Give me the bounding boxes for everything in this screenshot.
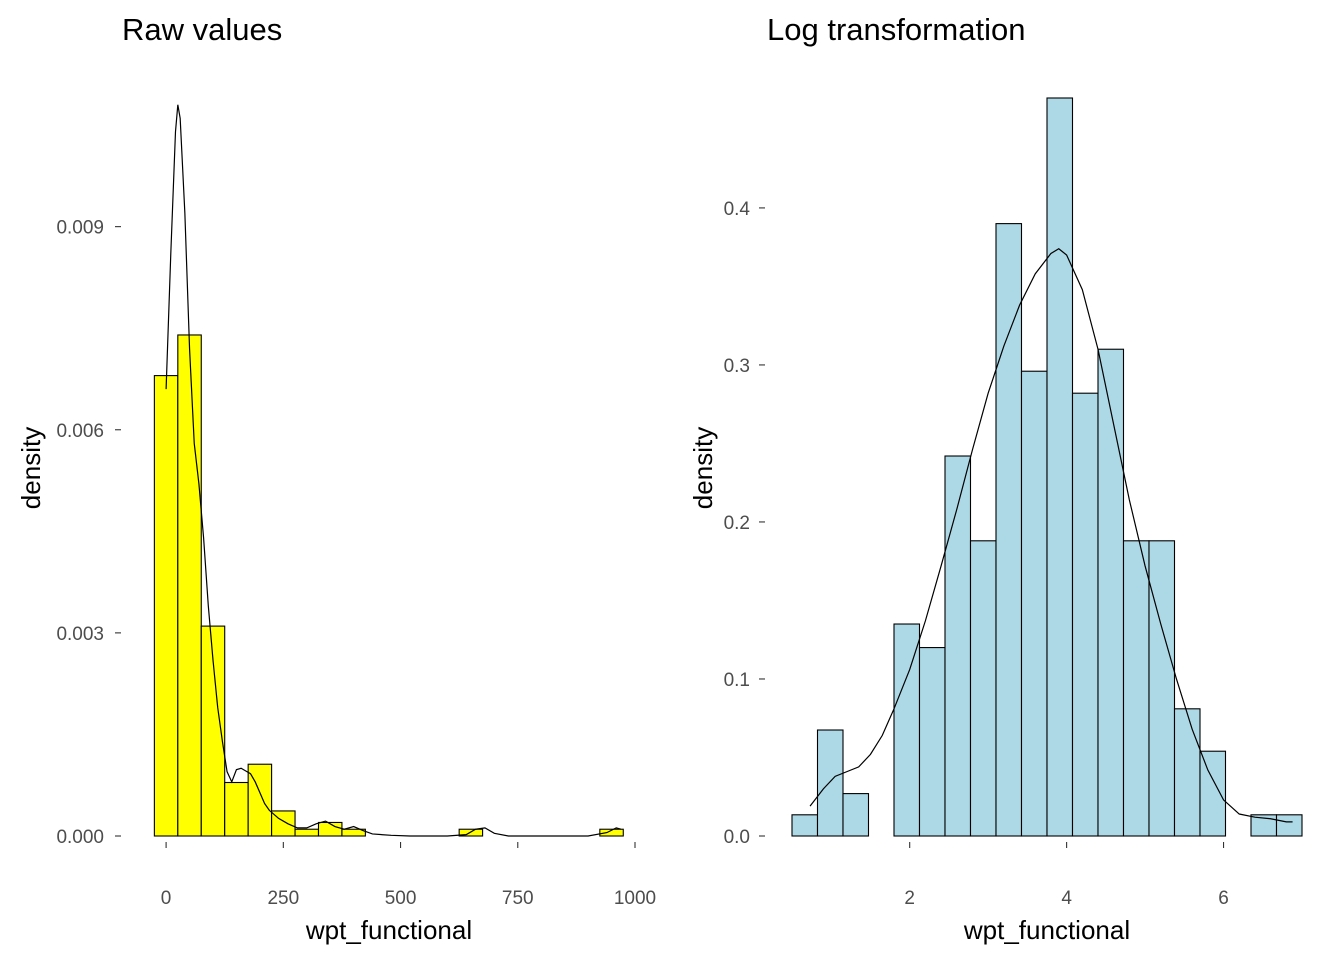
log-transformation-y-tick-label-2: 0.2 [724, 513, 750, 534]
raw-values-x-tick-label-3: 750 [502, 888, 534, 909]
raw-values-bar-4 [247, 763, 273, 837]
log-transformation-x-tick-label-0: 2 [904, 888, 915, 909]
log-transformation-x-axis-label: wpt_functional [963, 915, 1130, 945]
raw-values-bar-0 [153, 375, 179, 837]
log-transformation-y-axis-label: density [688, 427, 718, 509]
log-transformation-bar-4 [893, 623, 921, 837]
raw-values-bar-10 [599, 828, 624, 837]
log-transformation-bar-15 [1173, 708, 1201, 837]
raw-values-y-axis-label: density [16, 427, 46, 509]
log-transformation-y-tick-label-3: 0.3 [724, 356, 750, 377]
raw-values-density-line [165, 104, 622, 837]
raw-values-density-curve [165, 104, 622, 837]
raw-values-bar-8 [341, 828, 366, 837]
raw-values-x-axis-label: wpt_functional [305, 915, 472, 945]
log-transformation-bar-13 [1122, 540, 1150, 837]
log-transformation-x-tick-label-1: 4 [1061, 888, 1072, 909]
log-transformation-bars [791, 97, 1303, 837]
log-transformation-bar-2 [842, 793, 870, 837]
raw-values-y-tick-label-2: 0.006 [56, 421, 104, 442]
raw-values-x-tick-label-4: 1000 [614, 888, 656, 909]
log-transformation-x-axis: 2 4 6 [904, 842, 1229, 909]
raw-values-y-axis: 0.000 0.003 0.006 0.009 [56, 218, 121, 848]
raw-values-y-tick-label-3: 0.009 [56, 218, 104, 239]
log-transformation-y-axis: 0.0 0.1 0.2 0.3 0.4 [724, 199, 765, 848]
raw-values-y-tick-label-1: 0.003 [56, 624, 104, 645]
raw-values-x-tick-label-0: 0 [161, 888, 172, 909]
raw-values-x-axis: 0 250 500 750 1000 [161, 842, 656, 909]
raw-values-x-tick-label-1: 250 [267, 888, 299, 909]
raw-values-bar-2 [200, 625, 226, 837]
raw-values-bar-1 [177, 334, 202, 837]
log-transformation-title: Log transformation [767, 12, 1025, 47]
log-transformation-bar-9 [1020, 370, 1048, 837]
log-transformation-bar-6 [944, 455, 972, 837]
log-transformation-x-tick-label-2: 6 [1218, 888, 1229, 909]
log-transformation-y-tick-label-0: 0.0 [724, 827, 750, 848]
log-transformation-y-tick-label-1: 0.1 [724, 670, 750, 691]
log-transformation-bar-0 [791, 814, 819, 837]
log-transformation-bar-7 [969, 540, 997, 837]
log-transformation-density-line [809, 248, 1293, 823]
log-transformation-bar-1 [816, 729, 844, 837]
raw-values-x-tick-label-2: 500 [385, 888, 417, 909]
log-transformation-bar-16 [1199, 750, 1227, 837]
raw-values-bar-6 [294, 828, 320, 837]
raw-values-y-tick-label-0: 0.000 [56, 827, 104, 848]
raw-values-panel: Raw values density wpt_functional 0 250 50… [16, 12, 656, 945]
log-transformation-bar-10 [1046, 97, 1074, 837]
log-transformation-bar-11 [1071, 392, 1099, 837]
log-transformation-bar-5 [918, 647, 946, 837]
log-transformation-bar-14 [1148, 540, 1176, 837]
raw-values-bar-3 [224, 781, 249, 837]
raw-values-title: Raw values [122, 12, 282, 47]
raw-values-bars [153, 334, 624, 837]
log-transformation-bar-12 [1097, 348, 1125, 837]
log-transformation-bar-19 [1275, 814, 1303, 837]
log-transformation-y-tick-label-4: 0.4 [724, 199, 751, 220]
log-transformation-density-curve [809, 248, 1293, 823]
log-transformation-bar-8 [995, 223, 1023, 837]
log-transformation-panel: Log transformation density wpt_functiona… [688, 12, 1303, 945]
